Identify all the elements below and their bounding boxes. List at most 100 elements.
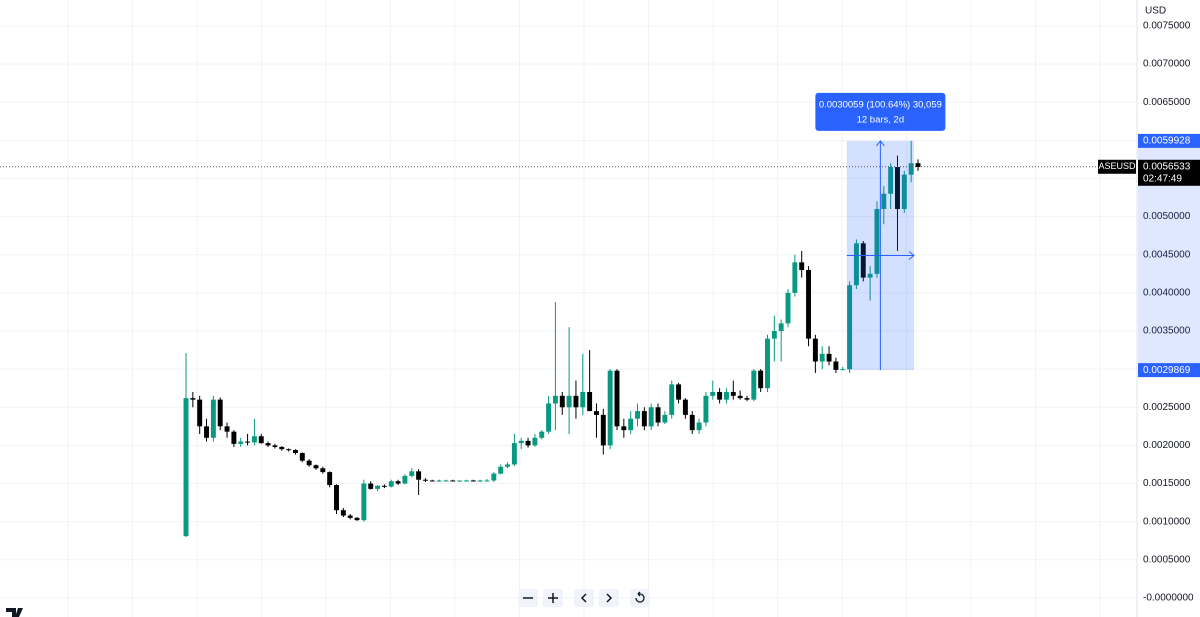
y-tick-label: 0.0025000 — [1143, 402, 1191, 413]
y-tick-label: 0.0050000 — [1143, 211, 1191, 222]
candle-body — [450, 480, 456, 482]
measure-arrow-right — [908, 251, 915, 260]
reset-button[interactable] — [630, 589, 650, 607]
candle-body — [347, 515, 353, 518]
candle-body — [676, 384, 682, 400]
measure-detail: 12 bars, 2d — [857, 114, 905, 125]
candle-body — [908, 163, 914, 175]
candle-body — [409, 471, 415, 476]
measure-axis-label: 0.0059928 — [1143, 136, 1191, 147]
last-price-label: 0.0056533 — [1143, 161, 1191, 172]
candle-body — [443, 480, 449, 482]
candle-body — [867, 273, 873, 278]
candle-body — [614, 370, 620, 427]
candle-body — [532, 437, 538, 446]
candle-body — [457, 480, 463, 482]
candle-body — [771, 330, 777, 339]
candle-body — [436, 480, 442, 482]
scroll-left-button[interactable] — [574, 589, 594, 607]
candle-body — [292, 449, 298, 454]
measure-arrow-up — [875, 140, 885, 147]
candle-body — [895, 167, 900, 209]
candle-body — [730, 392, 736, 396]
candle-body — [224, 426, 230, 432]
candle-body — [525, 440, 531, 446]
zoom-in-button[interactable] — [543, 589, 563, 607]
y-tick-label: 0.0045000 — [1143, 249, 1191, 260]
candle-body — [573, 395, 579, 408]
candle-body — [388, 481, 394, 487]
candle-body — [703, 395, 709, 423]
candle-body — [552, 395, 558, 404]
candle-body — [272, 445, 278, 447]
candle-body — [737, 395, 743, 399]
candle-body — [847, 285, 853, 370]
candle-body — [511, 443, 517, 465]
candle-body — [594, 411, 599, 415]
candle-body — [853, 243, 859, 286]
candle-body — [778, 323, 784, 331]
candle-body — [477, 480, 483, 482]
candle-body — [799, 262, 805, 270]
y-tick-label: 0.0075000 — [1143, 21, 1191, 32]
candle-body — [484, 480, 490, 482]
y-tick-label: 0.0065000 — [1143, 97, 1191, 108]
candle-body — [464, 480, 469, 482]
y-tick-label: 0.0020000 — [1143, 440, 1191, 451]
candle-body — [662, 414, 668, 423]
candle-body — [915, 163, 921, 168]
grid — [0, 0, 1137, 617]
measure-axis-tag — [1138, 133, 1200, 148]
candle-body — [888, 167, 894, 194]
candle-body — [327, 472, 333, 486]
candle-body — [251, 436, 257, 443]
candle-body — [183, 398, 189, 537]
candle-body — [299, 453, 305, 461]
candle-body — [833, 361, 839, 370]
candle-body — [375, 485, 381, 489]
candle-body — [498, 466, 504, 474]
y-tick-label: 0.0005000 — [1143, 554, 1191, 565]
candle-body — [402, 475, 408, 484]
candle-body — [607, 370, 613, 446]
candle-body — [470, 480, 476, 482]
y-tick-label: 0.0015000 — [1143, 478, 1191, 489]
candle-body — [785, 292, 791, 324]
measure-label-box — [815, 92, 946, 131]
candle-body — [217, 399, 223, 427]
candle-body — [422, 479, 428, 481]
candle-body — [245, 441, 251, 443]
candle-body — [628, 418, 634, 431]
y-tick-label: 0.0035000 — [1143, 326, 1191, 337]
candle-body — [806, 269, 812, 339]
candle-body — [566, 395, 572, 408]
currency-label[interactable]: USD — [1145, 6, 1166, 17]
symbol-label: ASEUSD — [1098, 161, 1136, 171]
candle-body — [723, 392, 729, 400]
candle-body — [381, 485, 387, 487]
candle-body — [812, 338, 818, 362]
candle-body — [765, 338, 770, 389]
candle-body — [204, 426, 209, 438]
countdown-label: 02:47:49 — [1143, 173, 1182, 184]
candle-body — [546, 403, 552, 432]
candle-body — [881, 193, 887, 209]
candle-body — [286, 449, 292, 451]
candle-body — [238, 441, 244, 444]
measure-label: 0.0030059 (100.64%) 30,059 — [819, 99, 942, 110]
measure-axis-label: 0.0029869 — [1143, 365, 1191, 376]
scroll-right-button[interactable] — [599, 589, 619, 607]
candle-body — [354, 517, 360, 521]
candle-body — [190, 398, 196, 400]
candle-body — [587, 392, 593, 412]
zoom-out-button[interactable] — [518, 589, 538, 607]
candle-body — [717, 392, 723, 400]
candle-body — [491, 473, 497, 481]
candle-body — [819, 353, 825, 362]
candle-body — [320, 468, 326, 473]
candle-body — [744, 398, 750, 400]
candle-body — [635, 411, 640, 419]
candle-body — [874, 208, 880, 274]
candle-body — [682, 399, 688, 415]
